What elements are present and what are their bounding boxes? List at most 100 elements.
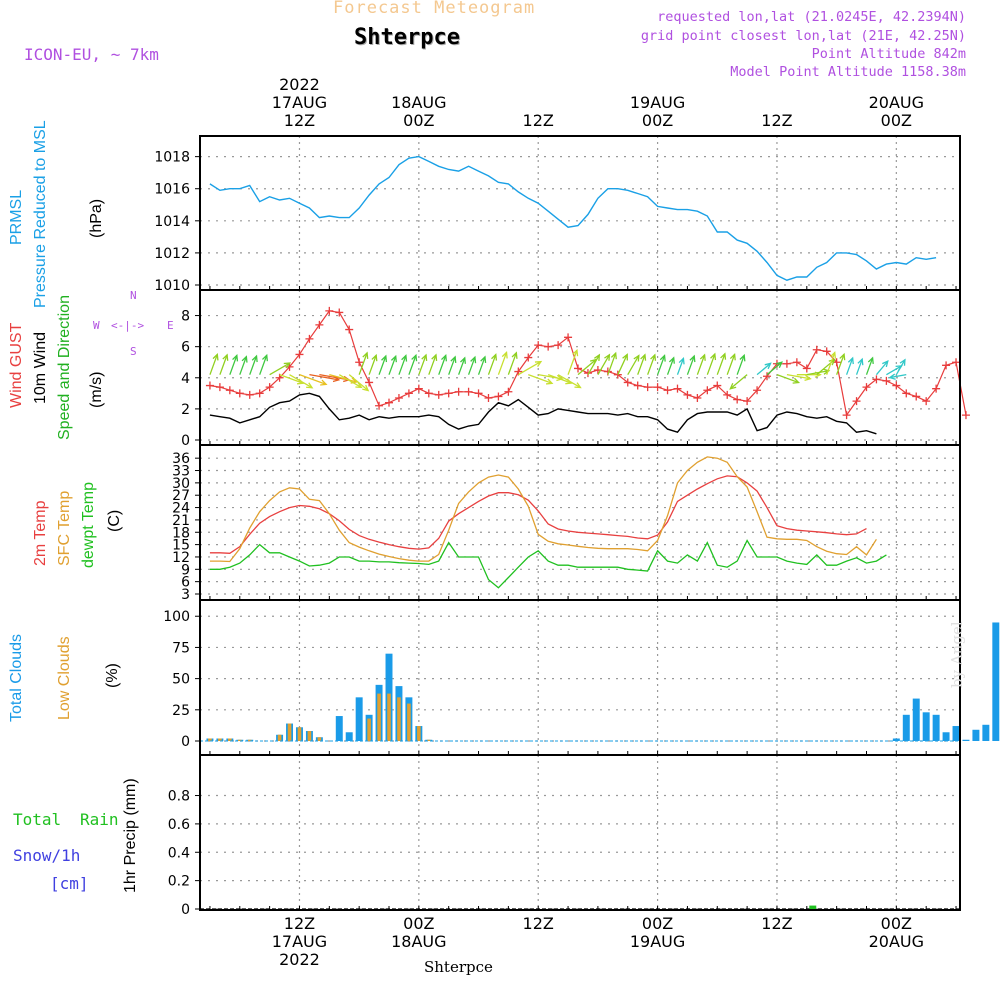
- label-layer: 1010101210141016101802468369121518212427…: [154, 75, 924, 969]
- y-tick-label: 75: [172, 640, 190, 656]
- wind-arrow-head: [882, 359, 889, 368]
- precip-cm-label: [cm]: [50, 874, 89, 893]
- gust-marker: [623, 378, 632, 387]
- gust-marker: [375, 401, 384, 410]
- gust-marker: [743, 397, 752, 406]
- gust-marker: [643, 383, 652, 392]
- wind-arrow: [706, 353, 716, 375]
- precip-total-label: Total: [13, 810, 62, 829]
- wind-arrow: [279, 374, 304, 384]
- top-time-label: 12Z: [761, 111, 792, 130]
- model-label: ICON-EU, ~ 7km: [24, 45, 159, 64]
- top-time-label: 00Z: [642, 111, 673, 130]
- gust-marker: [564, 333, 573, 342]
- wind-arrow: [716, 353, 726, 375]
- y-tick-label: 1014: [154, 214, 190, 230]
- low-cloud-bar: [417, 726, 421, 741]
- total-cloud-bar: [962, 739, 970, 741]
- series-line: [209, 456, 877, 563]
- gust-marker: [215, 383, 224, 392]
- data-layer: [200, 155, 1000, 910]
- low-cloud-bar: [228, 738, 232, 741]
- bottom-time-label: 00Z: [642, 914, 673, 933]
- low-cloud-bar: [247, 739, 252, 741]
- y-tick-label: 3: [181, 587, 190, 603]
- wind-dir-label: Speed and Direction: [56, 295, 73, 440]
- low-cloud-bar: [208, 738, 212, 741]
- low-cloud-bar: [427, 739, 431, 741]
- gust-marker: [782, 359, 791, 368]
- grid-layer: [200, 136, 960, 910]
- y-tick-label: 6: [181, 575, 190, 591]
- wind-arrow: [269, 362, 291, 376]
- wind-arrow-head: [401, 354, 408, 362]
- bottom-time-label: 20AUG: [869, 932, 924, 951]
- top-time-label: 00Z: [881, 111, 912, 130]
- y-tick-label: 2: [181, 402, 190, 418]
- gust-marker: [733, 395, 742, 404]
- wind-arrow-head: [857, 357, 864, 366]
- wind-arrow-head: [594, 353, 601, 361]
- wind-arrow-head: [572, 348, 579, 357]
- wind-arrow-head: [867, 356, 874, 364]
- gust-marker: [504, 387, 513, 396]
- wind-arrow-head: [604, 353, 611, 361]
- bottom-time-label: 2022: [279, 950, 320, 969]
- pressure-reduced-label: Pressure Reduced to MSL: [32, 120, 49, 308]
- wind-arrow: [547, 374, 572, 384]
- wind-arrow-head: [764, 362, 772, 370]
- wind-arrow-head: [847, 356, 854, 365]
- total-cloud-bar: [892, 738, 900, 741]
- wind-arrow: [438, 355, 447, 375]
- wind-arrow-head: [828, 358, 836, 366]
- gust-marker: [663, 386, 672, 395]
- series-line: [209, 475, 867, 554]
- wind-arrow: [567, 350, 578, 375]
- gust-marker: [295, 350, 304, 359]
- low-cloud-bar: [397, 697, 401, 741]
- clouds-unit: (%): [104, 663, 121, 688]
- wind-arrow: [865, 357, 874, 375]
- wind-arrow-head: [792, 377, 801, 384]
- gust-marker: [703, 386, 712, 395]
- wind-arrow-head: [283, 362, 292, 369]
- total-cloud-bar: [942, 732, 950, 741]
- low-cloud-bar: [367, 718, 371, 741]
- y-tick-label: 27: [172, 488, 190, 504]
- chart-title: Forecast Meteogram: [333, 0, 536, 18]
- total-cloud-bar: [345, 732, 353, 741]
- total-cloud-bar: [972, 729, 980, 741]
- bottom-time-label: 00Z: [881, 914, 912, 933]
- station-name: Shterpce: [354, 25, 460, 50]
- y-tick-label: 15: [172, 538, 190, 554]
- gust-marker: [902, 389, 911, 398]
- wind-arrow-head: [241, 355, 248, 363]
- gust-marker: [225, 386, 234, 395]
- wind-arrow-head: [830, 351, 837, 359]
- model-altitude: Model Point Altitude 1158.38m: [730, 64, 966, 80]
- wind-arrow: [577, 359, 597, 376]
- gust-marker: [235, 389, 244, 398]
- wind-arrow-head: [739, 353, 746, 362]
- wind-arrow: [309, 374, 339, 381]
- wind-arrow-head: [459, 356, 467, 364]
- wind-arrow-head: [839, 352, 846, 361]
- wind-arrow-head: [480, 355, 487, 363]
- wind-10m-label: 10m Wind: [32, 331, 49, 404]
- wind-arrow-head: [431, 353, 438, 361]
- wind-arrow-head: [633, 354, 640, 362]
- wind-arrow: [736, 355, 745, 375]
- gust-marker: [693, 394, 702, 402]
- wind-arrow: [368, 355, 377, 375]
- wind-arrow: [338, 374, 362, 388]
- wind-arrow: [696, 354, 706, 375]
- wind-arrow-head: [729, 352, 736, 361]
- wind-arrow: [329, 374, 357, 383]
- low-cloud-bar: [307, 731, 312, 741]
- wind-arrow-head: [390, 354, 397, 363]
- bottom-time-label: 19AUG: [630, 932, 685, 951]
- y-tick-label: 1018: [154, 150, 190, 166]
- wind-arrow-head: [888, 373, 896, 380]
- frame-layer: [195, 135, 961, 911]
- closest-coords: grid point closest lon,lat (21E, 42.25N): [640, 28, 966, 44]
